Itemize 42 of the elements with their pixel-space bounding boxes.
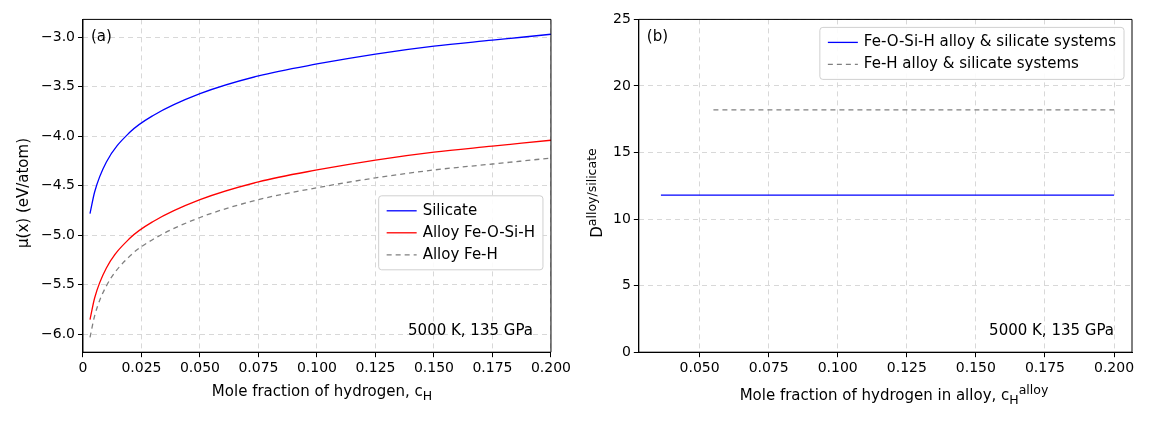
legend-label: Alloy Fe-H [422,244,498,263]
x-tick-label: 0.075 [748,359,789,376]
x-tick-label: 0.025 [121,359,162,376]
annotation: 5000 K, 135 GPa [989,320,1114,339]
y-tick-label: −4.5 [41,176,75,193]
annotation: 5000 K, 135 GPa [408,320,533,339]
x-tick-label: 0.200 [530,359,572,376]
x-tick-label: 0.050 [679,359,720,376]
legend-label: Fe-O-Si-H alloy & silicate systems [863,32,1117,51]
annotation: (a) [91,26,112,45]
x-tick-label: 0.100 [296,359,338,376]
y-tick-label: −6.0 [41,325,75,342]
y-tick-label: −3.5 [41,77,75,94]
x-axis-title: Mole fraction of hydrogen, c$_{H}$ [210,382,434,403]
y-tick-label: −3.0 [41,27,75,44]
legend-label: Fe-H alloy & silicate systems [863,54,1080,73]
x-tick-label: 0.175 [472,359,513,376]
y-tick-label: 20 [612,76,631,93]
y-tick-label: 0 [621,342,631,359]
line-series [89,139,551,321]
x-tick-label: 0.100 [817,359,858,376]
x-tick-label: 0.125 [355,359,396,376]
y-tick-label: 10 [612,209,631,226]
y-tick-label: −4.0 [41,126,75,143]
y-tick-label: 25 [612,10,631,27]
x-tick-label: 0.125 [886,359,927,376]
x-tick-label: 0.175 [1024,359,1066,376]
x-tick-label: 0.150 [955,359,996,376]
x-tick-label: 0.200 [1093,359,1135,376]
y-tick-label: −5.0 [41,225,75,242]
x-tick-label: 0 [78,359,88,376]
y-tick-label: −5.5 [41,275,75,292]
y-tick-label: 5 [621,276,631,293]
legend-label: Silicate [422,200,478,219]
annotation: (b) [646,26,669,45]
x-tick-label: 0.050 [179,359,221,376]
x-tick-label: 0.150 [413,359,455,376]
legend-label: Alloy Fe-O-Si-H [422,222,535,241]
line-series [89,157,551,338]
y-axis-title: μ(x) (eV/atom) [14,137,33,249]
x-tick-label: 0.075 [238,359,279,376]
y-tick-label: 15 [612,143,631,160]
